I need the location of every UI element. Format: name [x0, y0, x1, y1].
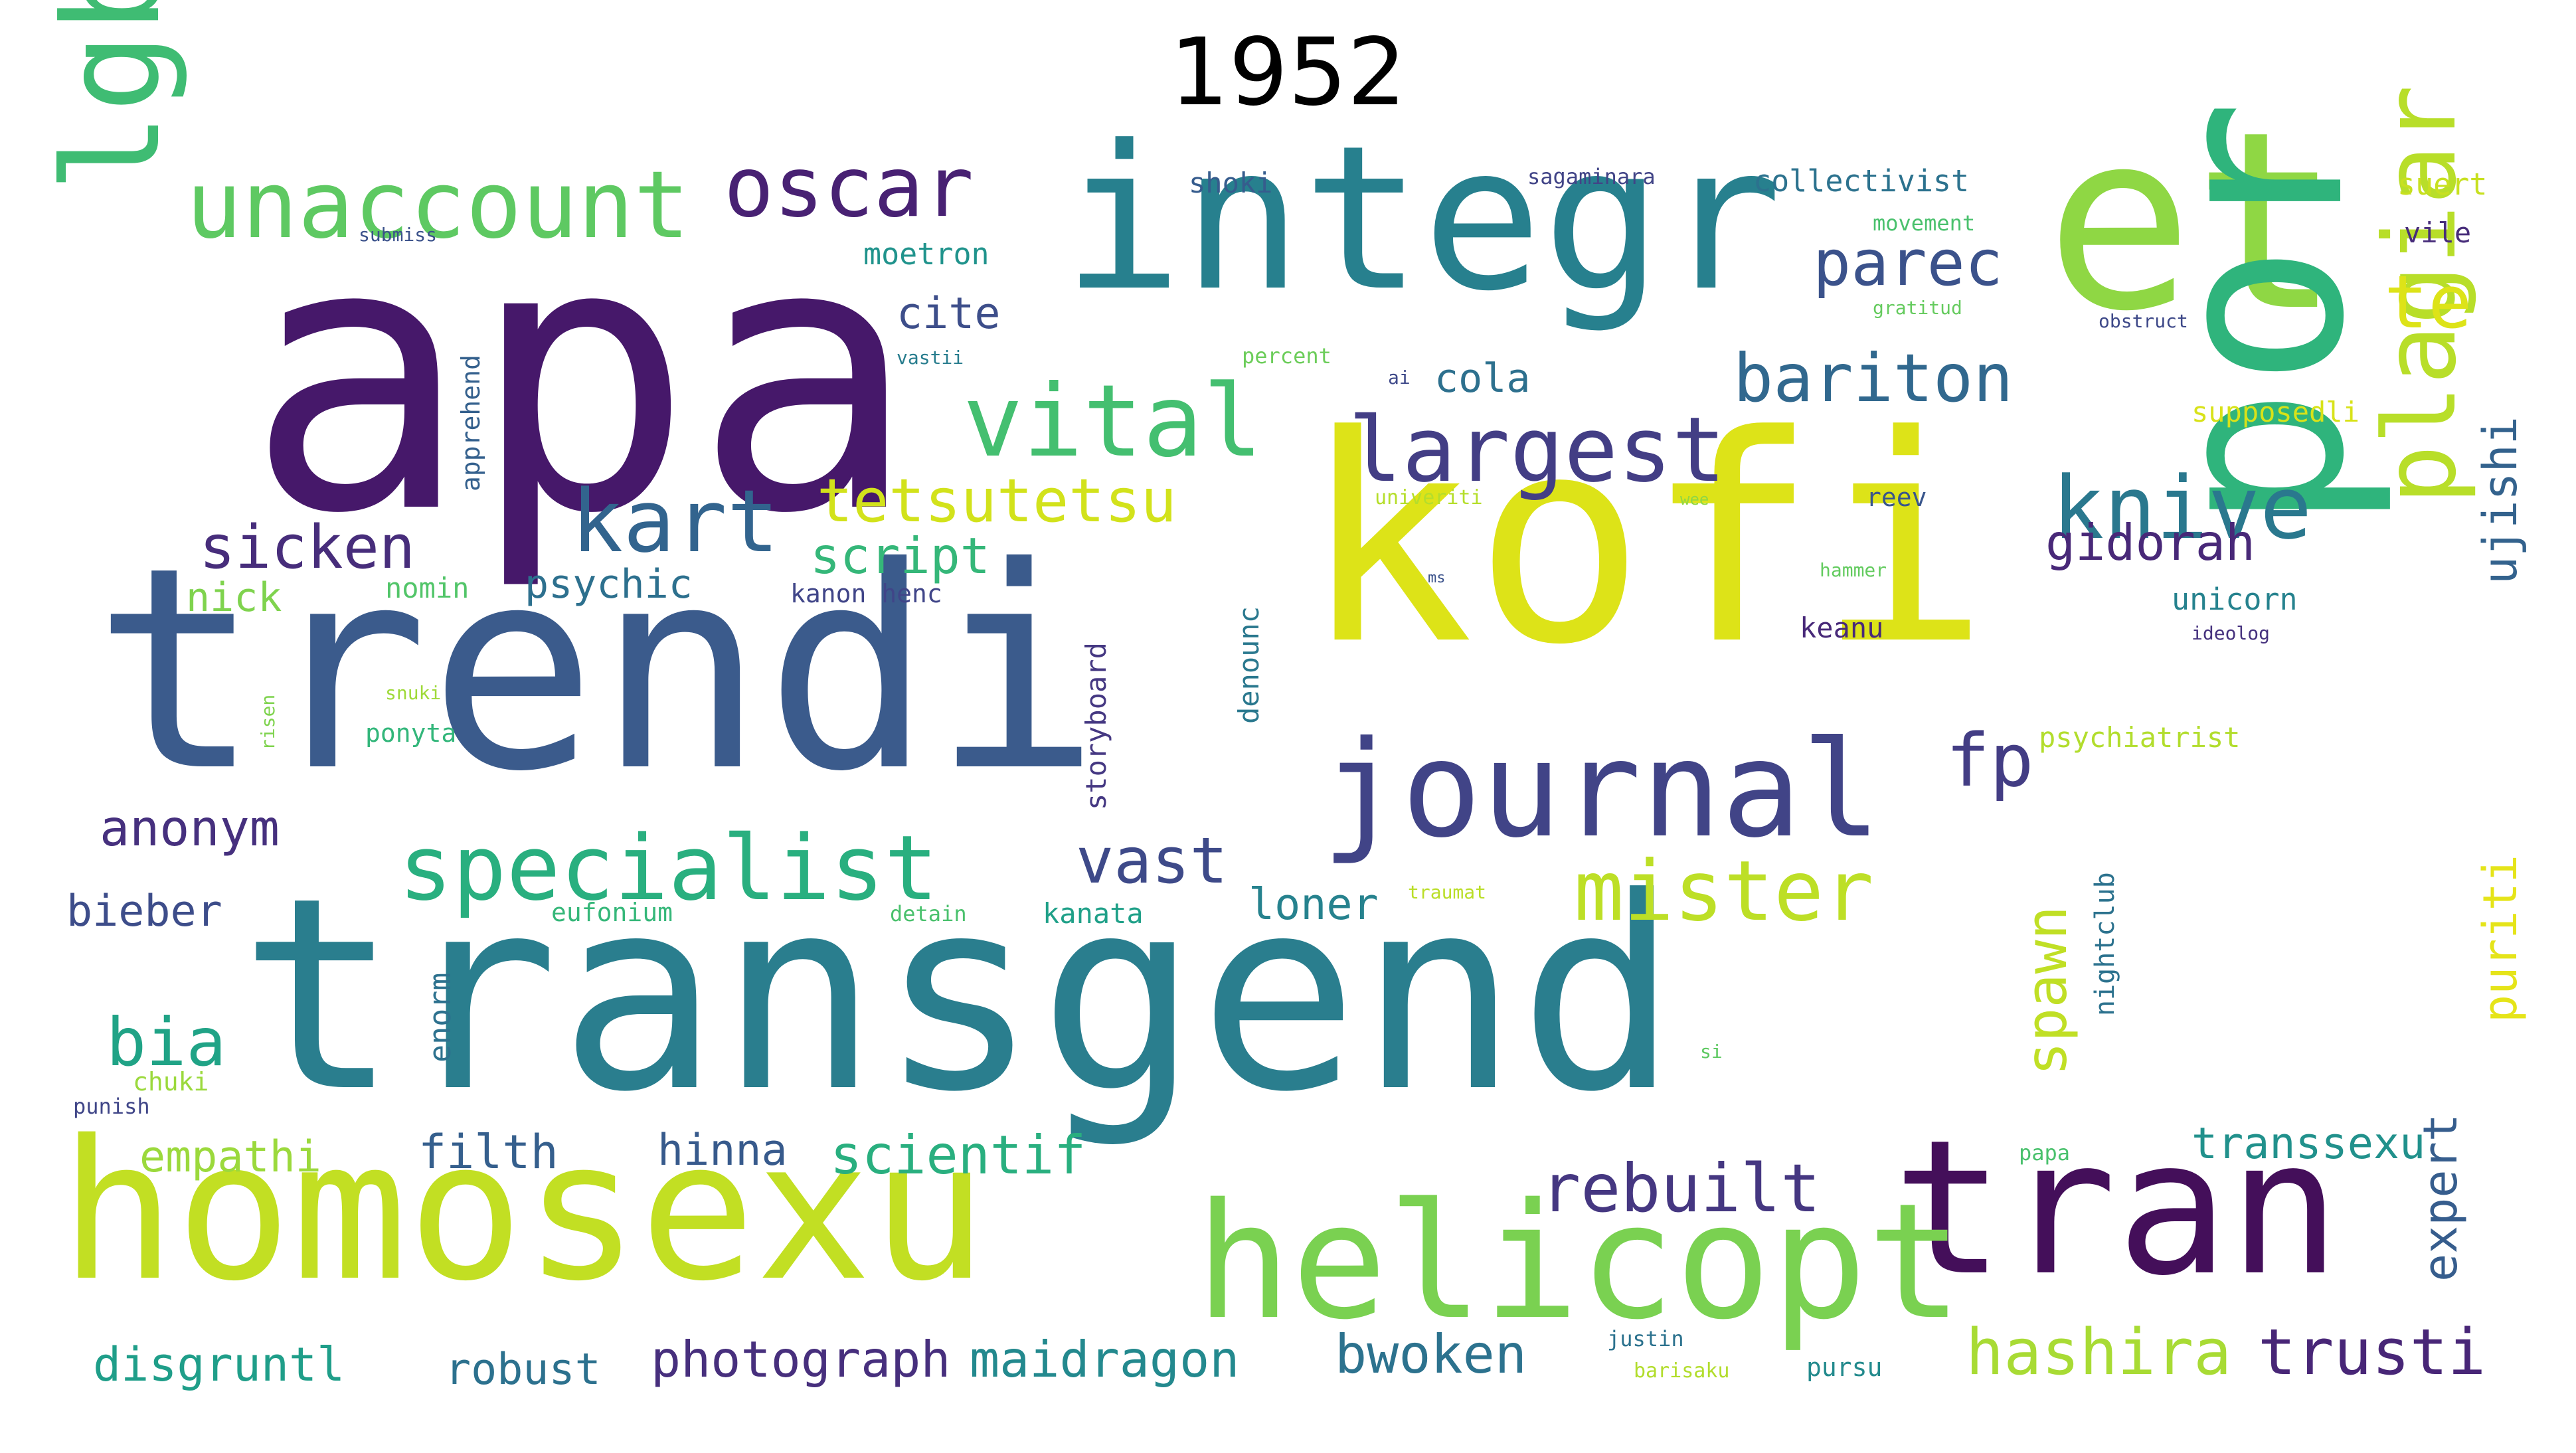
cloud-word: loner [1248, 880, 1379, 930]
cloud-word: homosexu [60, 1100, 987, 1324]
cloud-word: mister [1574, 843, 1874, 940]
cloud-word: maidragon [970, 1330, 1240, 1389]
cloud-word: psychic [525, 561, 693, 608]
cloud-word: helicopt [1195, 1169, 1963, 1355]
cloud-word: supposedli [2191, 396, 2360, 428]
cloud-title: 1952 [1169, 19, 1407, 127]
cloud-word: sicken [199, 513, 416, 582]
cloud-word: kanata [1043, 897, 1144, 930]
cloud-word: denounc [1233, 606, 1265, 724]
cloud-word: scientif [830, 1124, 1086, 1186]
cloud-word: lgbt [35, 0, 190, 193]
cloud-word: movement [1873, 211, 1976, 236]
cloud-word: pursu [1806, 1353, 1883, 1382]
cloud-word: percent [1242, 343, 1331, 369]
cloud-word: papa [2019, 1140, 2071, 1165]
cloud-word: apprehend [456, 355, 485, 491]
cloud-word: vile [2404, 216, 2472, 249]
cloud-word: parec [1813, 227, 2003, 300]
cloud-word: bwoken [1335, 1324, 1527, 1385]
cloud-word: risen [257, 694, 279, 750]
cloud-word: eufonium [551, 898, 673, 927]
cloud-word: kanon henc [790, 579, 942, 608]
cloud-word: cite [897, 289, 1001, 339]
cloud-word: spawn [2014, 906, 2080, 1076]
cloud-word: apa [246, 162, 918, 595]
cloud-word: gratitud [1873, 297, 1962, 319]
cloud-word: nightclub [2090, 872, 2120, 1016]
cloud-word: submiss [359, 224, 438, 246]
cloud-word: punish [73, 1094, 150, 1119]
cloud-word: expert [2413, 1114, 2468, 1282]
cloud-word: si [1700, 1041, 1723, 1063]
cloud-word: hashira [1966, 1316, 2232, 1389]
cloud-word: bia [106, 1003, 226, 1081]
cloud-word: hinna [657, 1126, 788, 1175]
cloud-word: trusti [2258, 1316, 2486, 1389]
cloud-word: et [2045, 80, 2342, 365]
cloud-word: photograph [651, 1330, 951, 1389]
cloud-word: collectivist [1753, 163, 1970, 199]
cloud-word: nick [186, 574, 282, 621]
cloud-word: robust [445, 1345, 601, 1395]
cloud-word: barisaku [1634, 1359, 1730, 1383]
cloud-word: fp [1946, 718, 2034, 803]
cloud-word: rebuilt [1541, 1150, 1821, 1227]
cloud-word: tetsutetsu [817, 466, 1177, 536]
cloud-word: moetron [863, 236, 989, 272]
cloud-word: hammer [1820, 559, 1887, 581]
cloud-word: kofi [1302, 375, 1990, 707]
cloud-word: transsexu [2191, 1119, 2426, 1169]
cloud-word: shoki [1189, 167, 1273, 199]
cloud-word: filth [418, 1125, 558, 1179]
cloud-word: script [810, 527, 990, 585]
cloud-word: univeriti [1375, 486, 1483, 509]
cloud-word: enorm [422, 972, 458, 1063]
cloud-word: ponyta [365, 719, 457, 748]
cloud-word: integr [1063, 103, 1782, 335]
cloud-word: transgend [239, 841, 1679, 1150]
cloud-word: anonym [100, 799, 280, 857]
cloud-word: wee [1680, 490, 1709, 509]
cloud-word: gidorah [2045, 513, 2256, 572]
cloud-word: te [2384, 260, 2472, 345]
cloud-word: unicorn [2172, 582, 2298, 617]
cloud-word: cola [1434, 355, 1531, 402]
cloud-word: sagaminara [1527, 164, 1656, 189]
cloud-word: snuki [385, 682, 442, 704]
cloud-word: bariton [1733, 339, 2014, 417]
cloud-word: suert [2397, 167, 2488, 202]
cloud-word: ms [1428, 570, 1446, 586]
cloud-word: vast [1076, 825, 1228, 898]
cloud-word: ai [1388, 367, 1411, 388]
cloud-word: specialist [398, 816, 938, 920]
cloud-word: tran [1893, 1100, 2341, 1317]
cloud-word: journal [1322, 713, 1881, 867]
cloud-word: vastii [897, 347, 964, 369]
cloud-word: puriti [2473, 855, 2528, 1023]
cloud-word: oscar [724, 139, 974, 236]
cloud-word: justin [1607, 1326, 1684, 1351]
cloud-word: ideolog [2191, 622, 2271, 644]
cloud-word: trendi [93, 508, 1101, 833]
cloud-word: unaccount [186, 151, 690, 260]
cloud-word: psychiatrist [2039, 721, 2241, 754]
cloud-word: chuki [133, 1067, 209, 1096]
cloud-word: detain [890, 901, 967, 926]
cloud-word: vital [963, 364, 1263, 479]
cloud-word: knive [2052, 458, 2312, 558]
cloud-word: kart [571, 471, 780, 572]
cloud-word: reev [1866, 483, 1927, 512]
cloud-word: keanu [1800, 612, 1884, 644]
cloud-word: bieber [66, 887, 222, 936]
cloud-word: traumat [1408, 881, 1487, 903]
cloud-word: nomin [385, 572, 470, 604]
cloud-word: obstruct [2099, 310, 2188, 332]
cloud-word: ujishi [2473, 416, 2528, 584]
cloud-word: storyboard [1080, 642, 1112, 810]
cloud-word: disgruntl [93, 1337, 345, 1392]
cloud-word: largest [1348, 398, 1726, 502]
cloud-word: empathi [139, 1132, 321, 1182]
